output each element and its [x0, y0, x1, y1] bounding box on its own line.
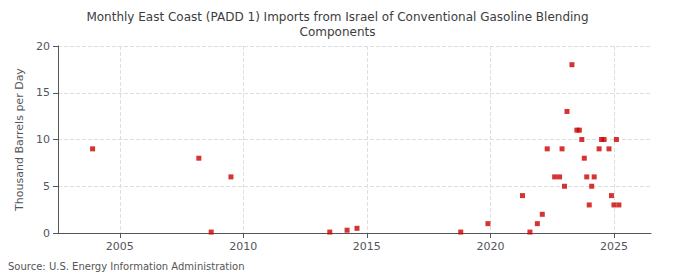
svg-text:2005: 2005 [106, 240, 134, 253]
svg-text:20: 20 [36, 40, 50, 53]
svg-text:Thousand Barrels per Day: Thousand Barrels per Day [13, 68, 26, 212]
svg-text:2010: 2010 [229, 240, 257, 253]
svg-text:5: 5 [43, 180, 50, 193]
svg-text:0: 0 [43, 227, 50, 240]
svg-text:Monthly East Coast (PADD 1) Im: Monthly East Coast (PADD 1) Imports from… [86, 10, 588, 24]
svg-text:Source: U.S. Energy Informatio: Source: U.S. Energy Information Administ… [8, 261, 245, 272]
svg-text:Components: Components [300, 25, 376, 39]
svg-text:10: 10 [36, 133, 50, 146]
svg-text:2020: 2020 [476, 240, 504, 253]
svg-text:2015: 2015 [353, 240, 381, 253]
svg-text:2025: 2025 [600, 240, 628, 253]
svg-text:15: 15 [36, 86, 50, 99]
